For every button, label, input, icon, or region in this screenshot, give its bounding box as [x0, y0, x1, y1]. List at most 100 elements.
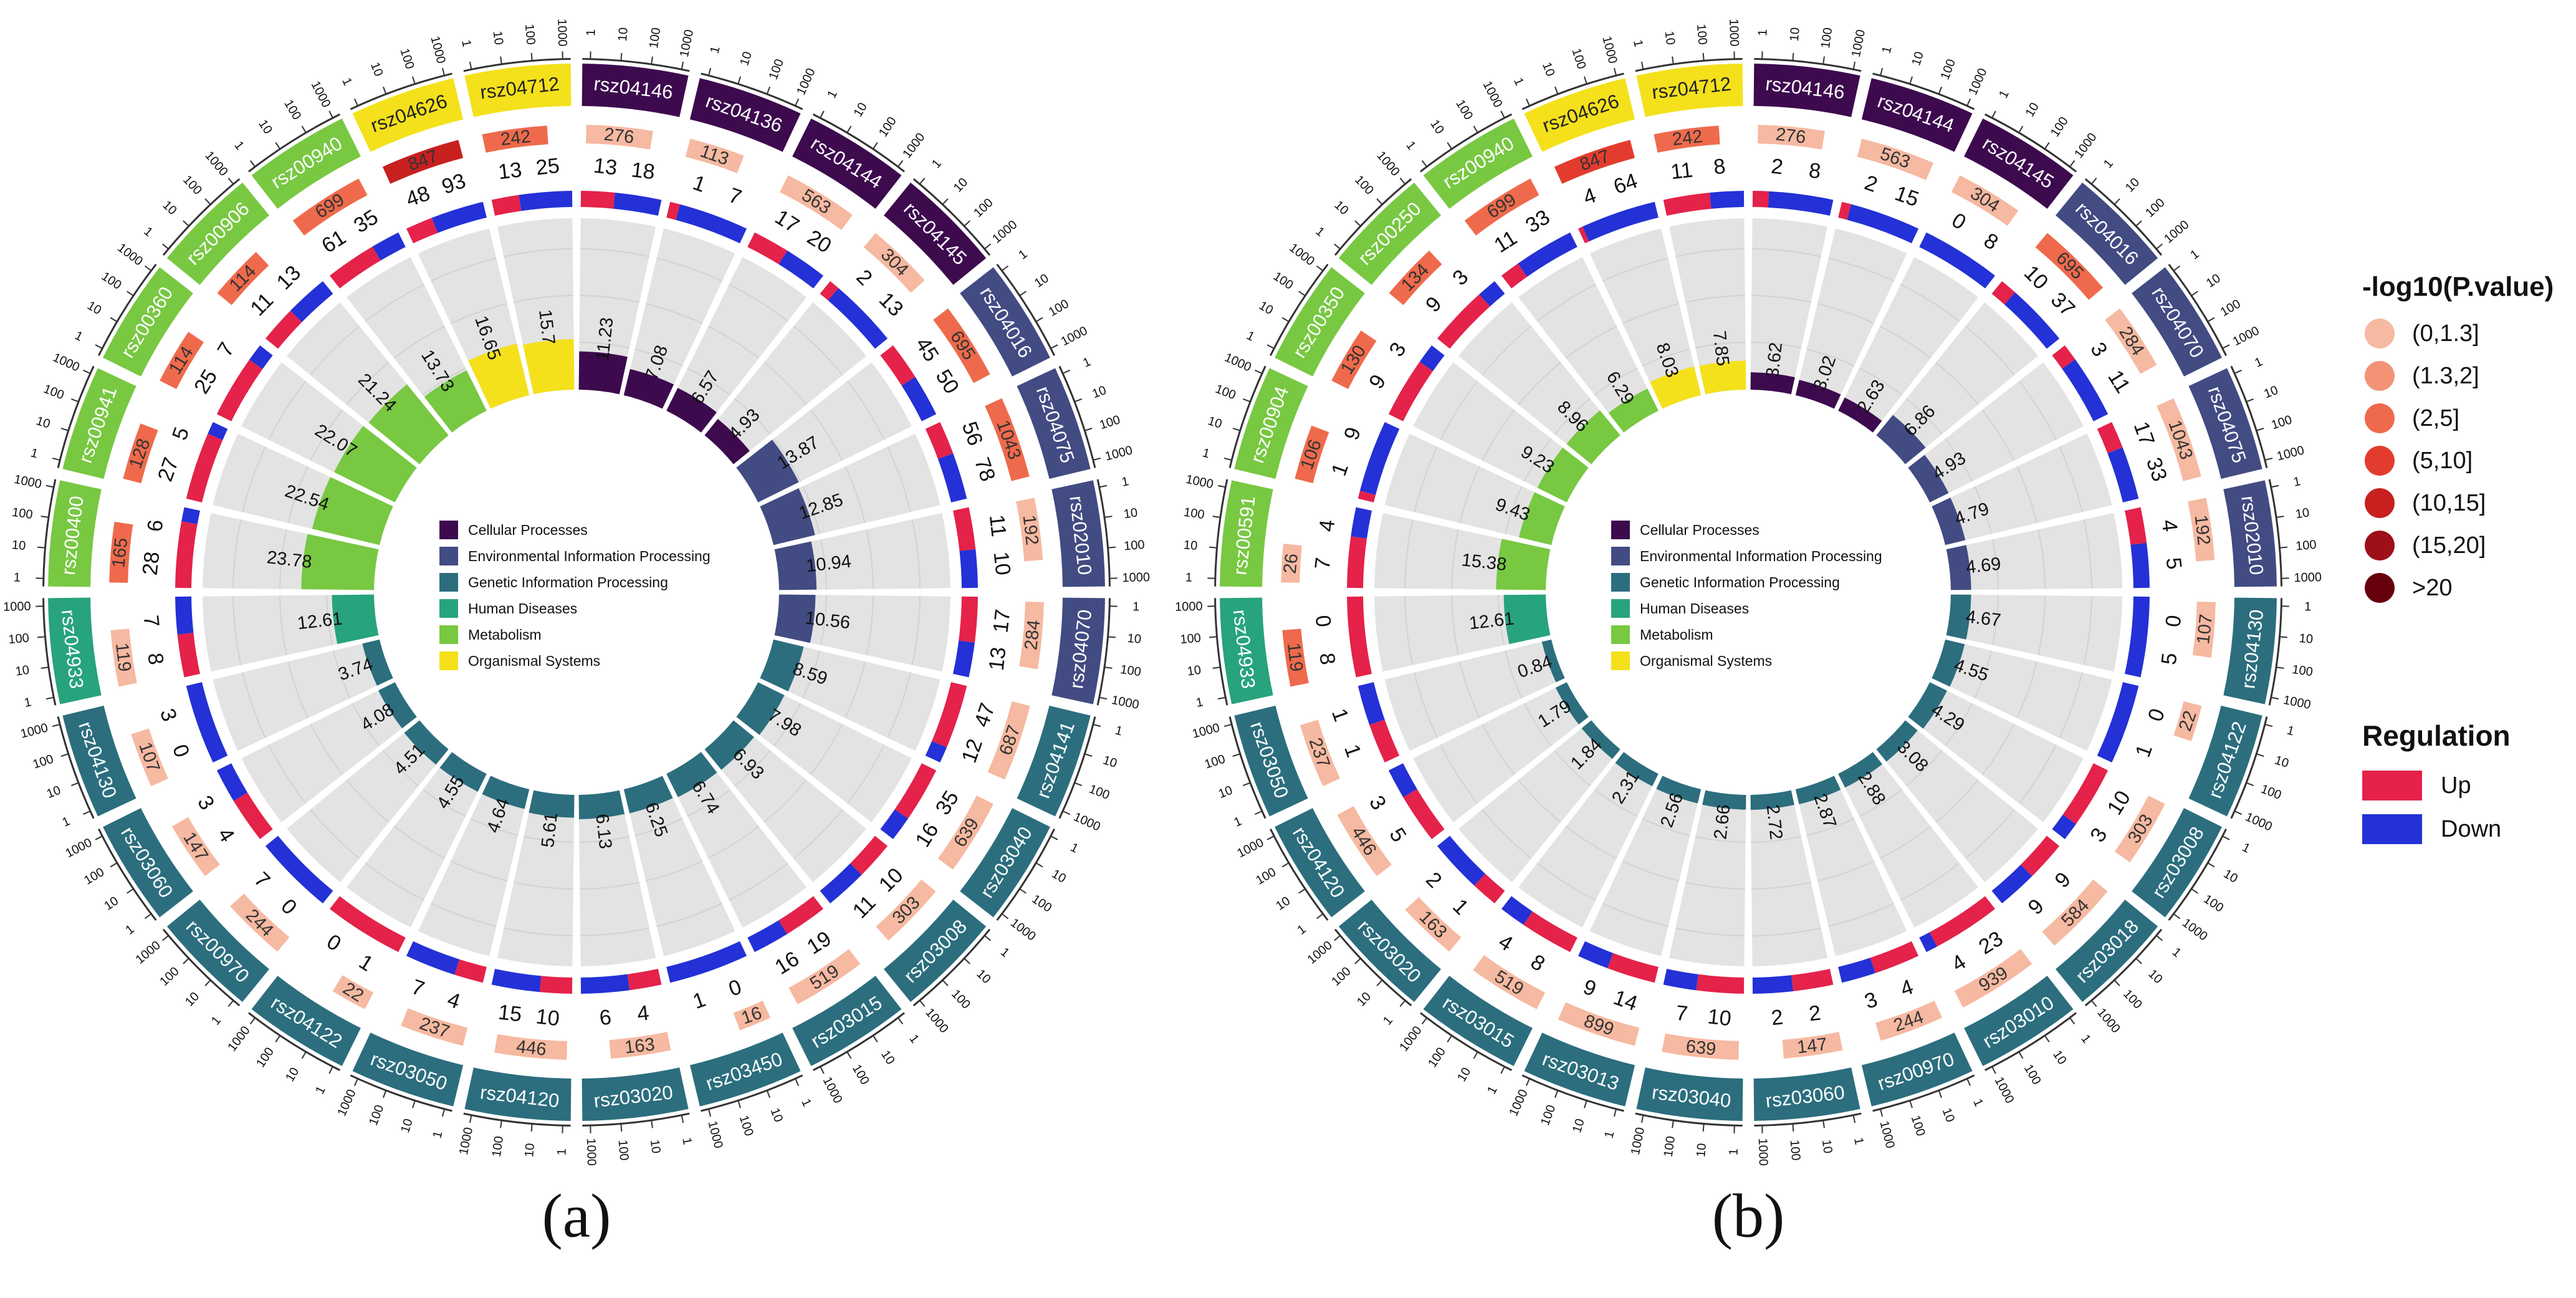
axis-tick — [1672, 1120, 1674, 1128]
axis-tick — [183, 220, 189, 227]
track-gridline — [1554, 749, 1591, 787]
down-count-label: 50 — [931, 365, 964, 398]
axis-tick-label: 100 — [8, 632, 30, 647]
track-gridline — [1518, 779, 1561, 823]
down-regulation-segment — [431, 201, 487, 233]
pvalue-count-bar — [985, 398, 1030, 481]
axis-baseline — [2268, 479, 2282, 587]
axis-tick — [227, 1000, 234, 1007]
rich-factor-bar — [1656, 776, 1702, 804]
axis-tick — [2246, 398, 2254, 403]
axis-tick — [737, 1100, 741, 1108]
pvalue-legend-dot — [2365, 573, 2395, 603]
track-gridline — [1945, 703, 1973, 747]
term-label-band — [1338, 900, 1441, 1002]
axis-tick-label: 1 — [13, 571, 21, 585]
track-background — [1413, 682, 1589, 822]
rich-factor-bar — [578, 351, 628, 395]
down-regulation-segment — [1351, 507, 1372, 539]
axis-tick-label: 1 — [231, 139, 246, 153]
up-regulation-segment — [894, 763, 937, 819]
category-legend-label: Human Diseases — [1640, 600, 1749, 617]
axis-tick-label: 1000 — [428, 35, 448, 65]
category-legend-swatch — [1611, 651, 1630, 670]
axis-tick — [37, 546, 45, 549]
axis-tick — [1354, 220, 1361, 227]
axis-baseline — [1420, 113, 1513, 173]
track-gridline — [1817, 860, 1875, 882]
axis-tick — [70, 398, 79, 403]
axis-tick — [52, 457, 60, 461]
track-gridline — [1900, 862, 1960, 901]
axis-tick-label: 100 — [1425, 1045, 1448, 1070]
track-gridline — [1518, 362, 1561, 405]
axis-tick — [127, 291, 134, 296]
track-gridline — [1935, 362, 1979, 405]
axis-tick-label: 1000 — [1397, 1024, 1424, 1054]
axis-tick — [708, 67, 712, 75]
axis-tick — [2114, 979, 2120, 986]
down-count-label: 2 — [1770, 1005, 1784, 1030]
track-background — [666, 752, 807, 928]
axis-tick — [737, 76, 741, 84]
up-regulation-segment — [1347, 536, 1367, 589]
axis-tick — [2191, 888, 2198, 894]
up-count-label: 2 — [1862, 171, 1880, 197]
axis-tick — [1036, 862, 1043, 868]
axis-tick-label: 1 — [1132, 600, 1140, 613]
pvalue-legend-dot — [2365, 403, 2395, 433]
axis-tick-label: 1000 — [555, 19, 569, 47]
axis-tick-label: 10 — [398, 1117, 416, 1135]
pvalue-count-bar — [2114, 795, 2165, 863]
axis-tick — [1421, 160, 1427, 167]
axis-tick — [183, 958, 189, 964]
axis-tick-label: 1 — [2188, 247, 2201, 262]
pvalue-count-label: 107 — [135, 739, 163, 774]
axis-tick-label: 10 — [1427, 117, 1447, 137]
term-label-band — [689, 1032, 801, 1107]
track-background — [1932, 639, 2112, 751]
down-count-label: 12 — [957, 736, 987, 766]
pvalue-legend-dot — [2365, 531, 2395, 560]
axis-tick-label: 1 — [1381, 1014, 1396, 1028]
down-count-label: 13 — [272, 261, 306, 294]
axis-baseline — [57, 716, 95, 819]
axis-tick-label: 1000 — [1008, 916, 1038, 943]
axis-tick — [2276, 516, 2284, 518]
axis-tick — [83, 369, 90, 374]
axis-baseline — [1334, 928, 1412, 1007]
pvalue-count-label: 639 — [1685, 1036, 1717, 1059]
down-count-label: 37 — [2046, 288, 2080, 322]
up-regulation-segment — [216, 359, 263, 421]
pvalue-count-label: 26 — [1280, 552, 1302, 575]
axis-tick-label: 100 — [2295, 538, 2317, 554]
rich-factor-bar — [1566, 410, 1621, 464]
axis-baseline — [42, 598, 57, 706]
track-gridline — [1414, 672, 1438, 739]
rich-factor-bar — [1876, 415, 1926, 464]
pvalue-count-bar — [2157, 398, 2201, 481]
axis-tick-label: 1 — [2101, 156, 2116, 171]
axis-tick — [2276, 666, 2284, 669]
track-background — [578, 790, 656, 966]
axis-tick-label: 100 — [1253, 865, 1278, 888]
term-label-band — [2056, 182, 2158, 285]
axis-baseline — [1521, 72, 1624, 110]
term-label-band — [1220, 597, 1273, 704]
category-legend-label: Cellular Processes — [1640, 522, 1760, 538]
track-gridline — [687, 367, 731, 396]
track-gridline — [2059, 672, 2083, 739]
axis-tick — [898, 160, 904, 167]
panel-label: (b) — [1712, 1181, 1785, 1251]
up-count-label: 4 — [213, 824, 239, 846]
pvalue-count-label: 847 — [406, 146, 441, 175]
up-count-label: 28 — [138, 550, 165, 577]
axis-baseline — [1214, 598, 1228, 706]
down-count-label: 2 — [1421, 868, 1446, 893]
rich-factor-bar — [1795, 776, 1841, 804]
track-gridline — [1505, 486, 1523, 534]
axis-tick — [1223, 457, 1232, 461]
track-gridline — [1451, 595, 1459, 656]
track-gridline — [1965, 325, 2015, 376]
